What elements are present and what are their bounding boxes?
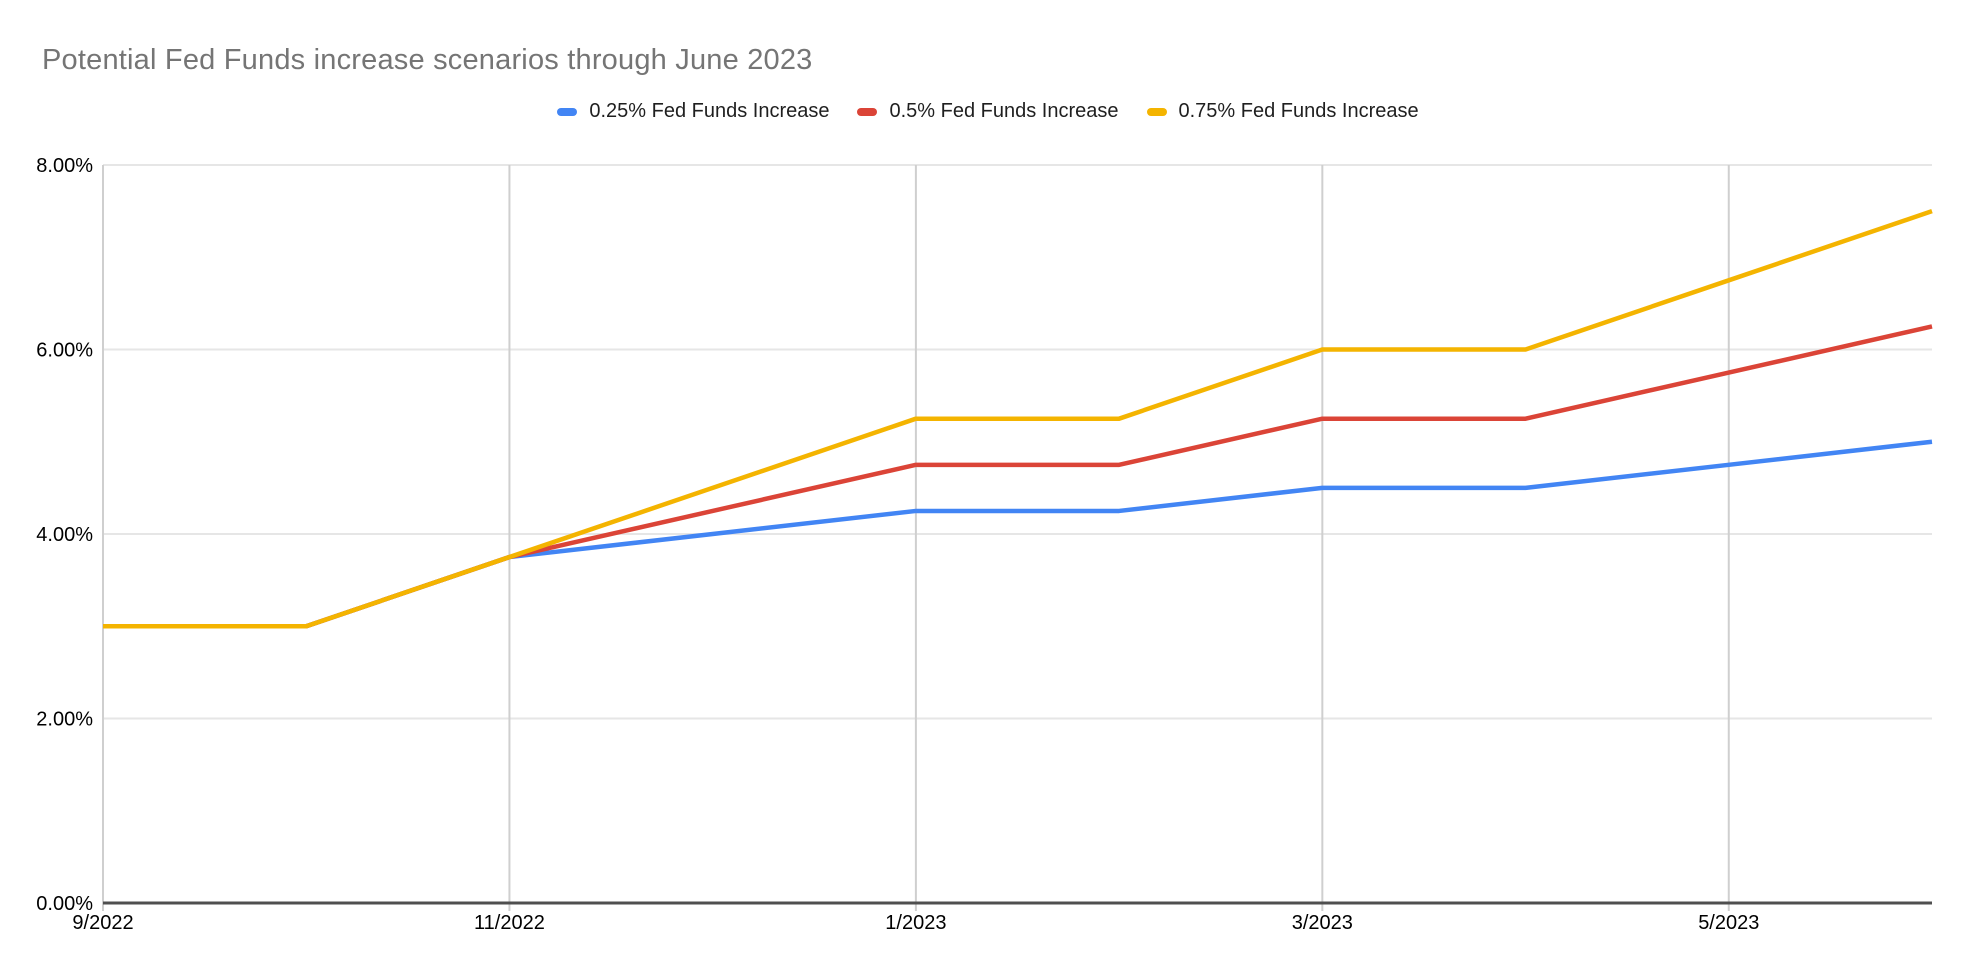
x-axis-tick-label: 9/2022 bbox=[72, 912, 133, 934]
legend-swatch-icon bbox=[857, 107, 878, 116]
legend-label: 0.5% Fed Funds Increase bbox=[889, 100, 1119, 122]
y-axis-tick-label: 6.00% bbox=[36, 340, 93, 362]
y-axis-tick-label: 0.00% bbox=[36, 893, 93, 915]
x-axis-tick-label: 1/2023 bbox=[885, 912, 946, 934]
series-line bbox=[103, 208, 1933, 629]
x-axis-tick-label: 11/2022 bbox=[474, 912, 545, 934]
y-axis-tick-label: 8.00% bbox=[36, 155, 93, 177]
x-axis-tick-label: 3/2023 bbox=[1292, 912, 1353, 934]
legend-label: 0.25% Fed Funds Increase bbox=[589, 100, 830, 122]
legend-swatch-icon bbox=[557, 107, 578, 116]
legend-item: 0.5% Fed Funds Increase bbox=[857, 100, 1119, 123]
chart-legend: 0.25% Fed Funds Increase 0.5% Fed Funds I… bbox=[0, 100, 1976, 123]
legend-swatch-icon bbox=[1146, 107, 1167, 116]
series-line bbox=[103, 324, 1933, 629]
legend-label: 0.75% Fed Funds Increase bbox=[1178, 100, 1419, 122]
x-axis-tick-label: 5/2023 bbox=[1698, 912, 1759, 934]
legend-item: 0.75% Fed Funds Increase bbox=[1146, 100, 1419, 123]
y-axis-tick-label: 2.00% bbox=[36, 709, 93, 731]
y-axis-tick-label: 4.00% bbox=[36, 524, 93, 546]
chart-title: Potential Fed Funds increase scenarios t… bbox=[42, 44, 813, 76]
legend-item: 0.25% Fed Funds Increase bbox=[557, 100, 829, 123]
